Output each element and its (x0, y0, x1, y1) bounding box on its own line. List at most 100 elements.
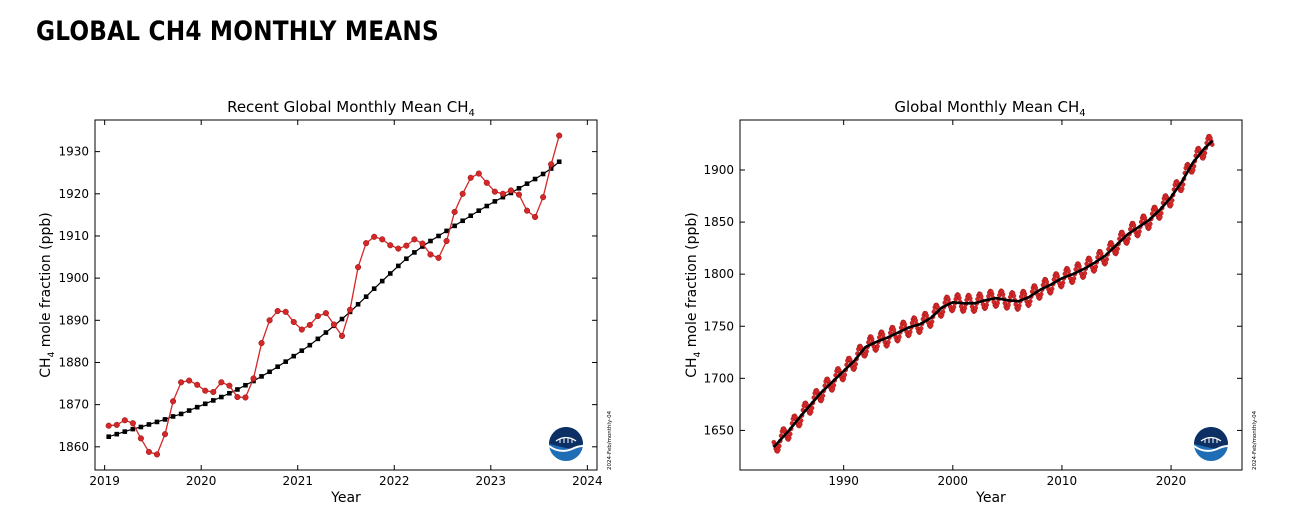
monthly-point (178, 379, 185, 386)
trend-point (556, 159, 562, 165)
trend-point (444, 228, 449, 234)
monthly-point (202, 387, 209, 394)
trend-point (524, 181, 530, 186)
monthly-point (507, 187, 514, 194)
noaa-logo (548, 427, 584, 461)
y-axis-label-subscript: 4 (47, 351, 57, 357)
monthly-point (371, 233, 378, 240)
monthly-point (523, 207, 531, 214)
monthly-point (282, 308, 289, 315)
trend-point (460, 218, 465, 224)
trend-point (170, 414, 176, 419)
x-tick-label: 2020 (186, 474, 217, 488)
monthly-point (258, 340, 265, 347)
y-tick-label: 1920 (58, 187, 89, 201)
monthly-point (145, 448, 152, 455)
monthly-point (210, 388, 217, 396)
monthly-point (194, 381, 201, 388)
chart-title-subscript: 4 (469, 108, 475, 119)
trend-point (412, 250, 417, 255)
x-axis-label: Year (330, 490, 361, 506)
monthly-point (250, 375, 257, 382)
trend-point (194, 404, 200, 410)
monthly-point (298, 326, 305, 333)
trend-point (363, 294, 369, 299)
trend-point (500, 194, 506, 200)
trend-point (355, 301, 361, 307)
monthly-point (314, 313, 321, 320)
monthly-point (266, 317, 273, 324)
monthly-point (330, 321, 338, 328)
monthly-point (475, 170, 482, 177)
monthly-point (395, 245, 402, 252)
y-tick-label: 1890 (58, 313, 89, 327)
trend-point (436, 233, 441, 239)
trend-point (154, 419, 160, 425)
monthly-point (186, 377, 193, 384)
y-tick-label: 1870 (58, 398, 89, 412)
monthly-point (411, 236, 418, 243)
trend-point (122, 429, 128, 434)
monthly-point (290, 318, 297, 326)
monthly-point (387, 242, 394, 249)
monthly-point (532, 213, 539, 221)
monthly-point (556, 132, 563, 139)
y-axis-label: CH4 mole fraction (ppb) (38, 212, 57, 377)
monthly-point (113, 421, 120, 428)
monthly-point (129, 420, 136, 427)
monthly-point (483, 179, 490, 186)
y-tick-label: 1880 (58, 355, 89, 369)
trend-line (108, 161, 560, 438)
y-axis-label-main: CH (38, 357, 54, 377)
monthly-point (234, 393, 241, 401)
monthly-line (108, 135, 560, 456)
trend-point (178, 411, 184, 417)
monthly-point (467, 174, 474, 181)
trend-point (323, 330, 329, 335)
trend-point (307, 342, 313, 348)
monthly-point (153, 451, 161, 458)
trend-point (532, 176, 538, 182)
trend-point (283, 359, 288, 364)
monthly-point (427, 251, 434, 258)
monthly-point (491, 188, 498, 195)
trend-point (379, 278, 385, 284)
monthly-point (515, 191, 523, 198)
trend-point (210, 398, 216, 403)
trend-point (540, 171, 546, 177)
trend-point (516, 186, 522, 191)
watermark-text: 2024-Feb/monthly-04 (607, 410, 613, 470)
monthly-point (346, 306, 354, 313)
monthly-point (435, 254, 442, 261)
trend-point (339, 316, 345, 322)
x-tick-label: 2022 (379, 474, 410, 488)
trend-point (548, 166, 554, 171)
trend-point (428, 238, 433, 244)
chart-title: Recent Global Monthly Mean CH4 (227, 98, 475, 119)
trend-point (476, 208, 482, 213)
monthly-point (379, 236, 386, 243)
x-tick-label: 2019 (89, 474, 120, 488)
monthly-point (499, 190, 506, 197)
monthly-point (137, 435, 144, 442)
monthly-point (306, 321, 313, 328)
y-axis-label-rest: mole fraction (ppb) (38, 212, 54, 351)
trend-point (227, 390, 232, 396)
trend-point (146, 422, 152, 427)
trend-point (484, 203, 490, 209)
trend-point (291, 353, 297, 359)
y-tick-label: 1860 (58, 440, 89, 454)
monthly-point (443, 237, 450, 245)
monthly-point (105, 422, 112, 429)
trend-point (396, 263, 401, 269)
chart-title-main: Recent Global Monthly Mean CH (227, 98, 468, 116)
monthly-point (419, 240, 426, 247)
x-tick-label: 2023 (476, 474, 507, 488)
trend-point (315, 336, 321, 342)
monthly-point (403, 242, 410, 249)
trend-point (452, 223, 457, 229)
trend-point (259, 374, 264, 379)
trend-point (275, 364, 280, 369)
trend-point (468, 213, 474, 219)
